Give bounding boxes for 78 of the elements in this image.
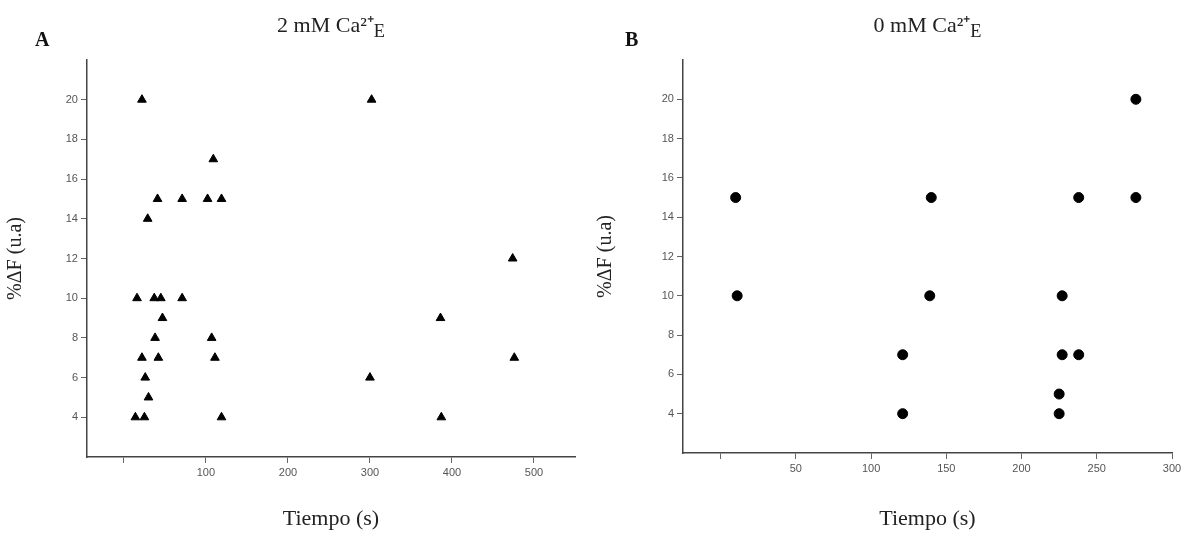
y-tick-label: 6 bbox=[667, 367, 674, 380]
point bbox=[1053, 388, 1065, 400]
point bbox=[216, 411, 227, 421]
point bbox=[157, 312, 168, 322]
point bbox=[897, 408, 909, 420]
point bbox=[139, 411, 150, 421]
y-tick-label: 16 bbox=[661, 170, 674, 183]
y-tick-label: 12 bbox=[661, 249, 674, 262]
point bbox=[216, 193, 227, 202]
point bbox=[365, 372, 375, 381]
point bbox=[897, 349, 909, 361]
x-tick-label: 300 bbox=[1162, 461, 1182, 474]
point bbox=[210, 352, 220, 361]
x-tick-label: 50 bbox=[789, 461, 802, 474]
point bbox=[925, 192, 937, 204]
point bbox=[730, 192, 742, 204]
point bbox=[1073, 192, 1085, 204]
x-axis-title: Tiempo (s) bbox=[879, 504, 976, 530]
x-tick-label: 200 bbox=[1012, 461, 1031, 474]
chart-title: 2 mM Ca²⁺$_{E}$ bbox=[276, 11, 386, 43]
text: A bbox=[35, 28, 50, 51]
point bbox=[1130, 93, 1142, 105]
point bbox=[137, 94, 147, 103]
point bbox=[202, 193, 213, 202]
y-tick-label: 20 bbox=[65, 92, 78, 105]
point bbox=[152, 193, 163, 202]
point bbox=[130, 411, 141, 421]
y-tick-label: 4 bbox=[71, 410, 78, 423]
point bbox=[1056, 349, 1068, 361]
chart-title: 0 mM Ca²⁺$_{E}$ bbox=[872, 11, 983, 43]
point bbox=[1073, 349, 1085, 361]
x-axis-title: Tiempo (s) bbox=[282, 504, 380, 530]
y-tick-label: 6 bbox=[71, 370, 78, 383]
point bbox=[1056, 290, 1068, 302]
point bbox=[731, 290, 743, 302]
y-tick-label: 4 bbox=[667, 406, 674, 419]
point bbox=[1053, 408, 1065, 420]
point bbox=[177, 193, 187, 202]
x-tick-label: 250 bbox=[1087, 461, 1106, 474]
point bbox=[435, 312, 446, 322]
point bbox=[155, 292, 166, 302]
y-tick-label: 10 bbox=[661, 288, 674, 301]
x-tick-label: 150 bbox=[937, 461, 956, 474]
point bbox=[132, 292, 142, 302]
x-tick-label: 500 bbox=[524, 465, 544, 478]
point bbox=[143, 391, 154, 401]
point bbox=[137, 352, 147, 361]
point bbox=[366, 94, 377, 103]
y-tick-label: 18 bbox=[65, 132, 78, 145]
y-tick-label: 16 bbox=[65, 172, 78, 185]
point bbox=[206, 332, 217, 341]
point bbox=[507, 253, 518, 262]
point bbox=[177, 292, 187, 302]
x-tick-label: 300 bbox=[360, 465, 380, 478]
y-tick-label: 18 bbox=[661, 131, 674, 144]
point bbox=[142, 213, 153, 222]
x-tick-label: 100 bbox=[861, 461, 881, 474]
y-tick-label: 12 bbox=[65, 251, 78, 264]
point bbox=[509, 352, 520, 361]
y-tick-label: 14 bbox=[65, 211, 78, 224]
point bbox=[1130, 192, 1142, 204]
point bbox=[153, 352, 164, 361]
point bbox=[436, 411, 447, 421]
y-axis-title: %ΔF (u.a) bbox=[593, 215, 617, 298]
y-tick-label: 10 bbox=[65, 291, 78, 304]
point bbox=[140, 372, 151, 381]
x-tick-label: 400 bbox=[442, 465, 462, 478]
text: B bbox=[625, 28, 639, 51]
x-tick-label: 200 bbox=[278, 465, 298, 478]
point bbox=[924, 290, 936, 302]
x-tick-label: 100 bbox=[196, 465, 216, 478]
y-tick-label: 14 bbox=[661, 210, 674, 223]
point bbox=[208, 153, 219, 163]
point bbox=[150, 332, 160, 341]
y-axis-title: %ΔF (u.a) bbox=[3, 217, 27, 300]
y-tick-label: 20 bbox=[661, 92, 674, 105]
y-tick-label: 8 bbox=[667, 328, 674, 341]
y-tick-label: 8 bbox=[71, 330, 78, 343]
